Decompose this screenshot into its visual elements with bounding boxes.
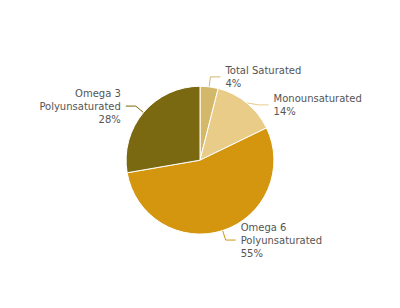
svg-text:28%: 28% [99, 114, 121, 125]
svg-text:14%: 14% [274, 106, 296, 117]
svg-text:55%: 55% [241, 248, 263, 259]
svg-text:Total Saturated: Total Saturated [224, 65, 301, 76]
svg-text:4%: 4% [225, 78, 241, 89]
svg-text:Polyunsaturated: Polyunsaturated [241, 235, 322, 246]
svg-text:Monounsaturated: Monounsaturated [274, 93, 362, 104]
svg-text:Polyunsaturated: Polyunsaturated [39, 101, 120, 112]
svg-text:Omega 3: Omega 3 [75, 88, 121, 99]
svg-text:Omega 6: Omega 6 [241, 222, 287, 233]
